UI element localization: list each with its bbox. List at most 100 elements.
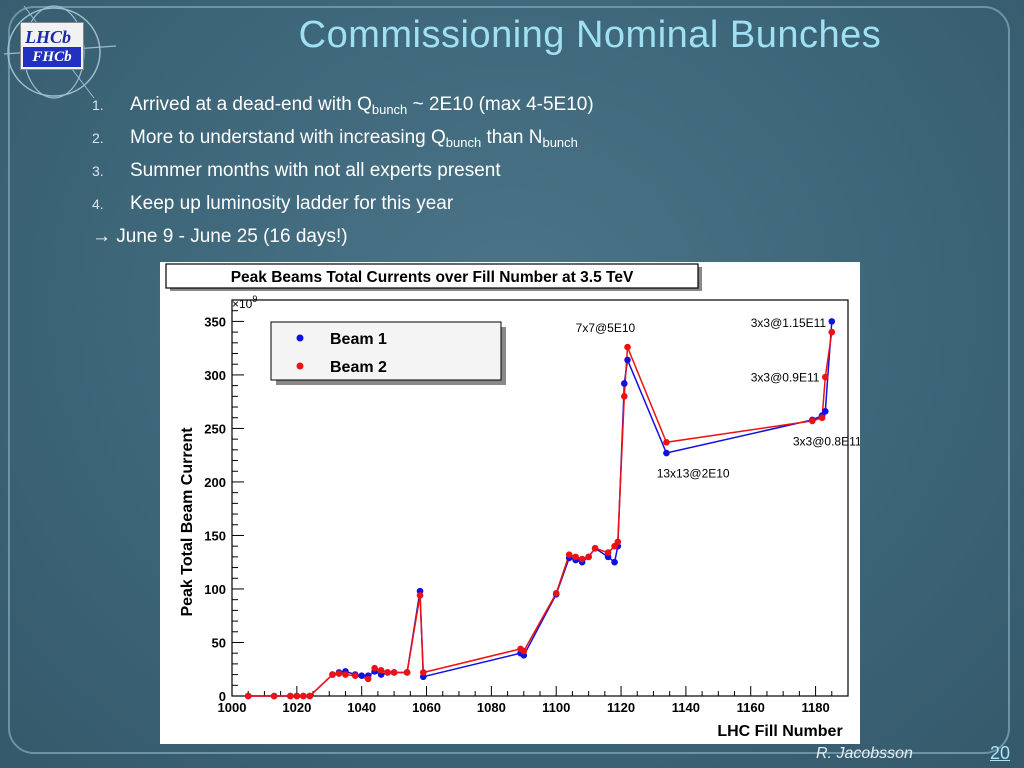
x-tick-label: 1080 bbox=[477, 700, 506, 715]
data-point-beam2 bbox=[614, 538, 622, 546]
series-points bbox=[244, 318, 836, 700]
data-point-beam2 bbox=[624, 343, 631, 351]
x-tick-label: 1100 bbox=[542, 700, 570, 715]
data-point-beam2 bbox=[335, 670, 343, 677]
data-point-beam2 bbox=[342, 671, 349, 678]
data-point-beam2 bbox=[306, 692, 314, 700]
chart-annotation: 7x7@5E10 bbox=[576, 321, 636, 335]
data-point-beam2 bbox=[828, 328, 836, 336]
data-point-beam2 bbox=[244, 692, 252, 700]
author-name: R. Jacobsson bbox=[816, 745, 913, 762]
legend-marker-beam1 bbox=[296, 334, 304, 342]
data-point-beam2 bbox=[809, 417, 816, 425]
chart-annotation: 3x3@0.8E11 bbox=[793, 435, 860, 449]
y-multiplier: ×109 bbox=[232, 294, 257, 311]
bullet-list: 1. Arrived at a dead-end with Qbunch ~ 2… bbox=[92, 88, 892, 253]
bullet-text: Keep up luminosity ladder for this year bbox=[130, 193, 454, 214]
x-axis-label: LHC Fill Number bbox=[717, 723, 842, 740]
bullet-text: Arrived at a dead-end with Qbunch ~ 2E10… bbox=[130, 94, 594, 117]
chart-annotation: 3x3@1.15E11 bbox=[751, 316, 827, 330]
y-tick-label: 250 bbox=[204, 421, 226, 436]
bullet-number: 2. bbox=[92, 130, 104, 146]
date-range-line: → June 9 - June 25 (16 days!) bbox=[92, 226, 348, 247]
chart-title-box bbox=[165, 263, 699, 289]
data-point-beam2 bbox=[364, 675, 372, 683]
bullet-item: 2. More to understand with increasing Qb… bbox=[92, 121, 892, 154]
y-tick-label: 100 bbox=[204, 582, 226, 597]
legend-marker-beam2 bbox=[296, 362, 304, 370]
data-point-beam2 bbox=[663, 439, 670, 446]
data-point-beam1 bbox=[663, 449, 670, 457]
x-tick-label: 1020 bbox=[282, 700, 311, 715]
data-point-beam2 bbox=[416, 592, 424, 599]
legend-label-beam1: Beam 1 bbox=[330, 331, 387, 348]
y-tick-label: 350 bbox=[204, 314, 226, 329]
data-point-beam2 bbox=[287, 692, 294, 700]
bullet-number: 4. bbox=[92, 196, 104, 212]
data-point-beam2 bbox=[578, 555, 586, 563]
data-point-beam2 bbox=[293, 692, 301, 700]
data-point-beam1 bbox=[620, 380, 628, 387]
page-number[interactable]: 20 bbox=[990, 743, 1011, 763]
data-point-beam2 bbox=[371, 664, 378, 672]
data-point-beam2 bbox=[384, 669, 391, 676]
series-line-beam2 bbox=[248, 331, 833, 697]
chart-annotation: 3x3@0.9E11 bbox=[751, 370, 820, 384]
data-point-beam2 bbox=[377, 667, 385, 674]
y-axis-label: Peak Total Beam Current bbox=[179, 427, 196, 617]
data-point-beam2 bbox=[403, 669, 411, 676]
data-point-beam1 bbox=[822, 408, 829, 415]
data-point-beam1 bbox=[358, 672, 365, 679]
x-tick-label: 1040 bbox=[347, 700, 376, 715]
bullet-text: More to understand with increasing Qbunc… bbox=[130, 127, 578, 150]
y-tick-label: 200 bbox=[204, 475, 226, 490]
beam-current-chart: Peak Beams Total Currents over Fill Numb… bbox=[165, 263, 862, 740]
x-tick-label: 1120 bbox=[607, 700, 635, 715]
legend-label-beam2: Beam 2 bbox=[330, 359, 387, 376]
y-tick-label: 0 bbox=[219, 689, 226, 704]
data-point-beam2 bbox=[565, 551, 573, 559]
chart-annotation: 13x13@2E10 bbox=[657, 467, 730, 481]
data-point-beam2 bbox=[329, 671, 336, 678]
logo-text-bottom: FHCb bbox=[23, 47, 81, 67]
x-tick-label: 1060 bbox=[412, 700, 441, 715]
slide-title: Commissioning Nominal Bunches bbox=[298, 14, 882, 56]
x-tick-label: 1180 bbox=[801, 700, 829, 715]
data-point-beam2 bbox=[520, 647, 528, 655]
bullet-number: 1. bbox=[92, 97, 104, 113]
slide-frame bbox=[8, 6, 1010, 754]
bullet-item: 3. Summer months with not all experts pr… bbox=[92, 154, 892, 187]
data-point-beam2 bbox=[591, 545, 599, 552]
axis-ticks: 1000 1020 1040 1060 1080 1100 1120 1140 1160 1180… bbox=[204, 299, 849, 715]
data-point-beam1 bbox=[828, 318, 836, 325]
annotations: 7x7@5E10 3x3@1.15E11 3x3@0.9E11 3x3@0.8E11 1… bbox=[576, 316, 862, 481]
data-point-beam2 bbox=[585, 553, 592, 561]
lhcb-logo: LHCb FHCb bbox=[20, 22, 84, 70]
bullet-item: 1. Arrived at a dead-end with Qbunch ~ 2… bbox=[92, 88, 892, 121]
data-point-beam2 bbox=[390, 669, 398, 676]
x-tick-label: 1140 bbox=[672, 700, 700, 715]
bullet-number: 3. bbox=[92, 163, 104, 179]
y-tick-label: 50 bbox=[212, 635, 226, 650]
data-point-beam2 bbox=[572, 553, 579, 561]
logo-text-top: LHCb bbox=[25, 27, 72, 47]
bullet-item: 4. Keep up luminosity ladder for this ye… bbox=[92, 187, 892, 220]
data-point-beam1 bbox=[611, 558, 618, 566]
data-point-beam2 bbox=[552, 589, 560, 597]
chart-title: Peak Beams Total Currents over Fill Numb… bbox=[231, 269, 634, 286]
data-point-beam2 bbox=[818, 414, 826, 422]
chart-panel: Peak Beams Total Currents over Fill Numb… bbox=[160, 262, 862, 744]
data-point-beam2 bbox=[620, 393, 628, 400]
data-point-beam1 bbox=[624, 356, 631, 364]
x-tick-label: 1160 bbox=[737, 700, 765, 715]
data-point-beam2 bbox=[822, 373, 829, 381]
bullet-text: Summer months with not all experts prese… bbox=[130, 160, 501, 181]
data-point-beam2 bbox=[300, 692, 307, 700]
x-tick-label: 1000 bbox=[218, 700, 247, 715]
data-point-beam2 bbox=[604, 549, 612, 556]
y-tick-label: 300 bbox=[204, 368, 226, 383]
y-tick-label: 150 bbox=[204, 528, 226, 543]
legend-box bbox=[270, 321, 502, 381]
data-point-beam2 bbox=[419, 669, 427, 676]
data-point-beam2 bbox=[351, 672, 359, 679]
